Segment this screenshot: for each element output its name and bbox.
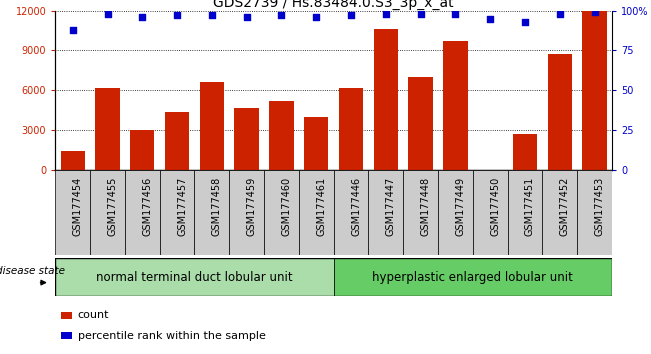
- Bar: [339, 88, 363, 170]
- FancyBboxPatch shape: [195, 170, 229, 255]
- FancyBboxPatch shape: [299, 170, 333, 255]
- Point: [102, 11, 113, 17]
- FancyBboxPatch shape: [55, 170, 90, 255]
- Bar: [165, 112, 189, 170]
- FancyBboxPatch shape: [229, 170, 264, 255]
- Bar: [547, 55, 572, 170]
- Text: GSM177450: GSM177450: [490, 177, 500, 236]
- Bar: [130, 130, 154, 170]
- FancyBboxPatch shape: [264, 170, 299, 255]
- FancyBboxPatch shape: [333, 258, 612, 296]
- Text: GSM177460: GSM177460: [281, 177, 292, 236]
- Text: GSM177453: GSM177453: [594, 177, 605, 236]
- Bar: [408, 77, 433, 170]
- Bar: [513, 134, 537, 170]
- Point: [485, 16, 495, 21]
- FancyBboxPatch shape: [577, 170, 612, 255]
- Text: GSM177455: GSM177455: [107, 177, 118, 236]
- Point: [242, 14, 252, 20]
- Bar: [234, 108, 259, 170]
- FancyBboxPatch shape: [508, 170, 542, 255]
- Point: [450, 11, 461, 17]
- Text: GSM177448: GSM177448: [421, 177, 430, 236]
- FancyBboxPatch shape: [368, 170, 403, 255]
- Point: [68, 27, 78, 33]
- Point: [415, 11, 426, 17]
- Point: [206, 12, 217, 18]
- FancyBboxPatch shape: [438, 170, 473, 255]
- Text: GSM177461: GSM177461: [316, 177, 326, 236]
- Text: GSM177457: GSM177457: [177, 177, 187, 236]
- Text: GSM177449: GSM177449: [456, 177, 465, 236]
- Bar: [61, 152, 85, 170]
- Point: [311, 14, 322, 20]
- FancyBboxPatch shape: [403, 170, 438, 255]
- Text: GSM177447: GSM177447: [386, 177, 396, 236]
- Title: GDS2739 / Hs.83484.0.S3_3p_x_at: GDS2739 / Hs.83484.0.S3_3p_x_at: [214, 0, 454, 10]
- FancyBboxPatch shape: [542, 170, 577, 255]
- Point: [519, 19, 530, 24]
- Point: [589, 9, 600, 15]
- Text: disease state: disease state: [0, 267, 65, 276]
- Bar: [61, 332, 72, 339]
- Bar: [200, 82, 224, 170]
- Point: [137, 14, 148, 20]
- Bar: [270, 101, 294, 170]
- Point: [555, 11, 565, 17]
- Text: count: count: [77, 310, 109, 320]
- FancyBboxPatch shape: [473, 170, 508, 255]
- Text: hyperplastic enlarged lobular unit: hyperplastic enlarged lobular unit: [372, 270, 574, 284]
- Bar: [443, 41, 467, 170]
- Bar: [95, 88, 120, 170]
- Bar: [374, 29, 398, 170]
- Text: GSM177454: GSM177454: [73, 177, 83, 236]
- Text: GSM177452: GSM177452: [560, 177, 570, 236]
- Text: GSM177459: GSM177459: [247, 177, 256, 236]
- Point: [276, 12, 286, 18]
- FancyBboxPatch shape: [90, 170, 125, 255]
- Bar: [583, 11, 607, 170]
- Point: [172, 12, 182, 18]
- FancyBboxPatch shape: [125, 170, 159, 255]
- FancyBboxPatch shape: [55, 258, 333, 296]
- Point: [346, 12, 356, 18]
- FancyBboxPatch shape: [333, 170, 368, 255]
- Point: [381, 11, 391, 17]
- Text: GSM177456: GSM177456: [143, 177, 152, 236]
- Bar: [304, 117, 328, 170]
- Bar: [61, 312, 72, 319]
- Text: normal terminal duct lobular unit: normal terminal duct lobular unit: [96, 270, 293, 284]
- Text: GSM177458: GSM177458: [212, 177, 222, 236]
- Text: GSM177446: GSM177446: [351, 177, 361, 236]
- Text: percentile rank within the sample: percentile rank within the sample: [77, 331, 266, 341]
- Text: GSM177451: GSM177451: [525, 177, 535, 236]
- FancyBboxPatch shape: [159, 170, 195, 255]
